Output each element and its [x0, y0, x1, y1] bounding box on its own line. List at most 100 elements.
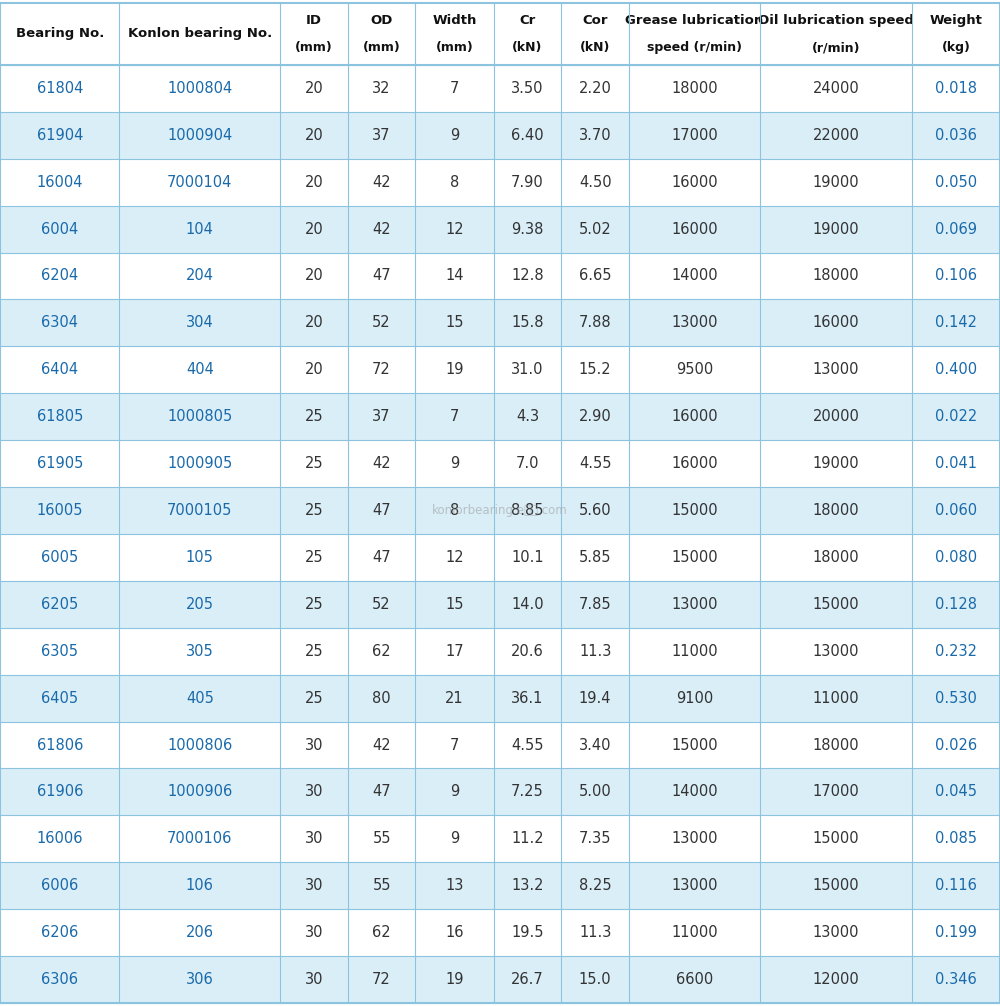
Text: 17000: 17000 — [813, 785, 860, 800]
Text: 31.0: 31.0 — [511, 362, 544, 377]
Text: 19000: 19000 — [813, 175, 859, 190]
Text: 20: 20 — [305, 315, 323, 330]
Text: 20: 20 — [305, 80, 323, 96]
Text: 0.069: 0.069 — [935, 221, 977, 236]
Text: 0.199: 0.199 — [935, 926, 977, 941]
Text: 7000106: 7000106 — [167, 831, 232, 846]
Text: 20: 20 — [305, 175, 323, 190]
Text: 20.6: 20.6 — [511, 644, 544, 659]
Text: 9: 9 — [450, 456, 459, 471]
Text: 8: 8 — [450, 175, 459, 190]
Text: 206: 206 — [186, 926, 214, 941]
Text: 0.530: 0.530 — [935, 690, 977, 705]
Text: 3.40: 3.40 — [579, 737, 611, 752]
Text: 405: 405 — [186, 690, 214, 705]
Text: 13000: 13000 — [671, 597, 718, 612]
Text: 6006: 6006 — [41, 878, 78, 893]
Bar — [0, 816, 1000, 862]
Text: 6.40: 6.40 — [511, 128, 544, 143]
Text: 19000: 19000 — [813, 456, 859, 471]
Text: 9100: 9100 — [676, 690, 713, 705]
Text: 12.8: 12.8 — [511, 269, 544, 284]
Text: 61806: 61806 — [37, 737, 83, 752]
Text: 10.1: 10.1 — [511, 550, 544, 565]
Text: Grease lubrication: Grease lubrication — [625, 14, 764, 27]
Text: 47: 47 — [372, 785, 391, 800]
Text: Oil lubrication speed: Oil lubrication speed — [758, 14, 914, 27]
Text: 16006: 16006 — [36, 831, 83, 846]
Text: 42: 42 — [372, 456, 391, 471]
Text: 19: 19 — [445, 362, 464, 377]
Text: 15000: 15000 — [671, 550, 718, 565]
Text: 15.8: 15.8 — [511, 315, 544, 330]
Text: 105: 105 — [186, 550, 214, 565]
Text: 6.65: 6.65 — [579, 269, 611, 284]
Text: 306: 306 — [186, 972, 214, 987]
Text: 0.018: 0.018 — [935, 80, 977, 96]
Text: 42: 42 — [372, 175, 391, 190]
Text: 62: 62 — [372, 926, 391, 941]
Text: 37: 37 — [372, 128, 391, 143]
Text: 6306: 6306 — [41, 972, 78, 987]
Text: ID: ID — [306, 14, 322, 27]
Text: 16000: 16000 — [671, 221, 718, 236]
Text: 0.060: 0.060 — [935, 503, 977, 518]
Text: 11.2: 11.2 — [511, 831, 544, 846]
Text: 1000806: 1000806 — [167, 737, 232, 752]
Text: 16005: 16005 — [36, 503, 83, 518]
Text: 14000: 14000 — [671, 269, 718, 284]
Text: 15000: 15000 — [671, 503, 718, 518]
Text: 205: 205 — [186, 597, 214, 612]
Text: 6600: 6600 — [676, 972, 713, 987]
Text: 72: 72 — [372, 972, 391, 987]
Bar — [0, 64, 1000, 112]
Text: 19: 19 — [445, 972, 464, 987]
Text: 6206: 6206 — [41, 926, 78, 941]
Text: 12: 12 — [445, 550, 464, 565]
Text: 18000: 18000 — [813, 550, 859, 565]
Text: 0.128: 0.128 — [935, 597, 977, 612]
Text: 0.050: 0.050 — [935, 175, 977, 190]
Bar — [0, 112, 1000, 159]
Text: 3.50: 3.50 — [511, 80, 544, 96]
Text: 18000: 18000 — [671, 80, 718, 96]
Text: 14000: 14000 — [671, 785, 718, 800]
Text: 30: 30 — [305, 785, 323, 800]
Text: Weight: Weight — [930, 14, 983, 27]
Text: 2.90: 2.90 — [579, 409, 612, 425]
Text: 25: 25 — [305, 503, 323, 518]
Text: Bearing No.: Bearing No. — [16, 27, 104, 40]
Text: 42: 42 — [372, 737, 391, 752]
Text: 20: 20 — [305, 269, 323, 284]
Bar — [0, 909, 1000, 956]
Text: 62: 62 — [372, 644, 391, 659]
Text: 52: 52 — [372, 315, 391, 330]
Text: (kN): (kN) — [512, 41, 543, 54]
Text: 13000: 13000 — [813, 644, 859, 659]
Text: 47: 47 — [372, 503, 391, 518]
Text: 42: 42 — [372, 221, 391, 236]
Text: 14: 14 — [445, 269, 464, 284]
Text: 0.026: 0.026 — [935, 737, 977, 752]
Text: 6205: 6205 — [41, 597, 78, 612]
Text: 55: 55 — [372, 831, 391, 846]
Text: 7.88: 7.88 — [579, 315, 611, 330]
Bar — [0, 346, 1000, 393]
Text: 9.38: 9.38 — [511, 221, 544, 236]
Text: 15: 15 — [445, 315, 464, 330]
Bar — [0, 300, 1000, 346]
Text: 17: 17 — [445, 644, 464, 659]
Text: 16000: 16000 — [671, 175, 718, 190]
Text: 25: 25 — [305, 597, 323, 612]
Text: 7: 7 — [450, 80, 459, 96]
Text: 30: 30 — [305, 926, 323, 941]
Text: 6304: 6304 — [41, 315, 78, 330]
Text: 1000804: 1000804 — [167, 80, 232, 96]
Text: (mm): (mm) — [436, 41, 473, 54]
Text: 0.085: 0.085 — [935, 831, 977, 846]
Text: 204: 204 — [186, 269, 214, 284]
Text: 305: 305 — [186, 644, 214, 659]
Bar — [0, 441, 1000, 487]
Bar — [0, 675, 1000, 721]
Text: 16000: 16000 — [671, 409, 718, 425]
